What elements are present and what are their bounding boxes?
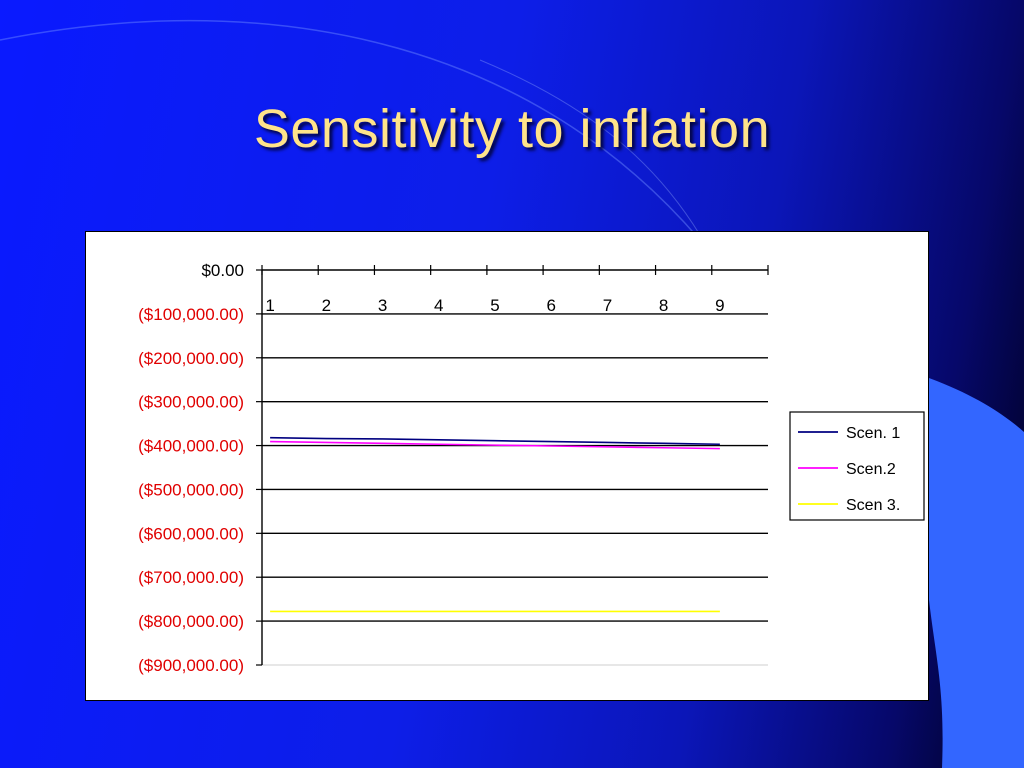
y-tick-label: ($200,000.00) [138, 349, 244, 368]
y-tick-label: ($100,000.00) [138, 305, 244, 324]
decorative-wedge [929, 378, 1024, 768]
x-tick-label: 3 [378, 296, 387, 315]
decorative-arc [479, 59, 701, 236]
legend-box [789, 411, 925, 521]
y-tick-label: $0.00 [201, 261, 244, 280]
legend-label: Scen 3. [846, 497, 900, 514]
x-tick-label: 7 [603, 296, 612, 315]
x-tick-label: 4 [434, 296, 443, 315]
legend-label: Scen. 1 [846, 425, 900, 442]
x-tick-label: 6 [546, 296, 555, 315]
x-tick-label: 2 [322, 296, 331, 315]
y-tick-label: ($400,000.00) [138, 437, 244, 456]
x-tick-label: 9 [715, 296, 724, 315]
series-line-1 [270, 436, 720, 446]
x-tick-label: 8 [659, 296, 668, 315]
series-line-2 [270, 440, 720, 450]
y-tick-label: ($600,000.00) [138, 524, 244, 543]
slide-title: Sensitivity to inflation [253, 99, 771, 159]
chart-panel: $0.00 ($100,000.00) ($200,000.00) ($300,000… [85, 231, 929, 701]
decorative-arc [0, 19, 701, 241]
y-tick-label: ($900,000.00) [138, 656, 244, 675]
legend-label: Scen.2 [846, 461, 896, 478]
x-tick-label: 5 [490, 296, 499, 315]
y-tick-label: ($700,000.00) [138, 568, 244, 587]
y-tick-label: ($300,000.00) [138, 393, 244, 412]
line-chart: $0.00 ($100,000.00) ($200,000.00) ($300,000… [138, 261, 925, 675]
x-tick-label: 1 [265, 296, 274, 315]
y-tick-label: ($800,000.00) [138, 612, 244, 631]
y-tick-label: ($500,000.00) [138, 480, 244, 499]
